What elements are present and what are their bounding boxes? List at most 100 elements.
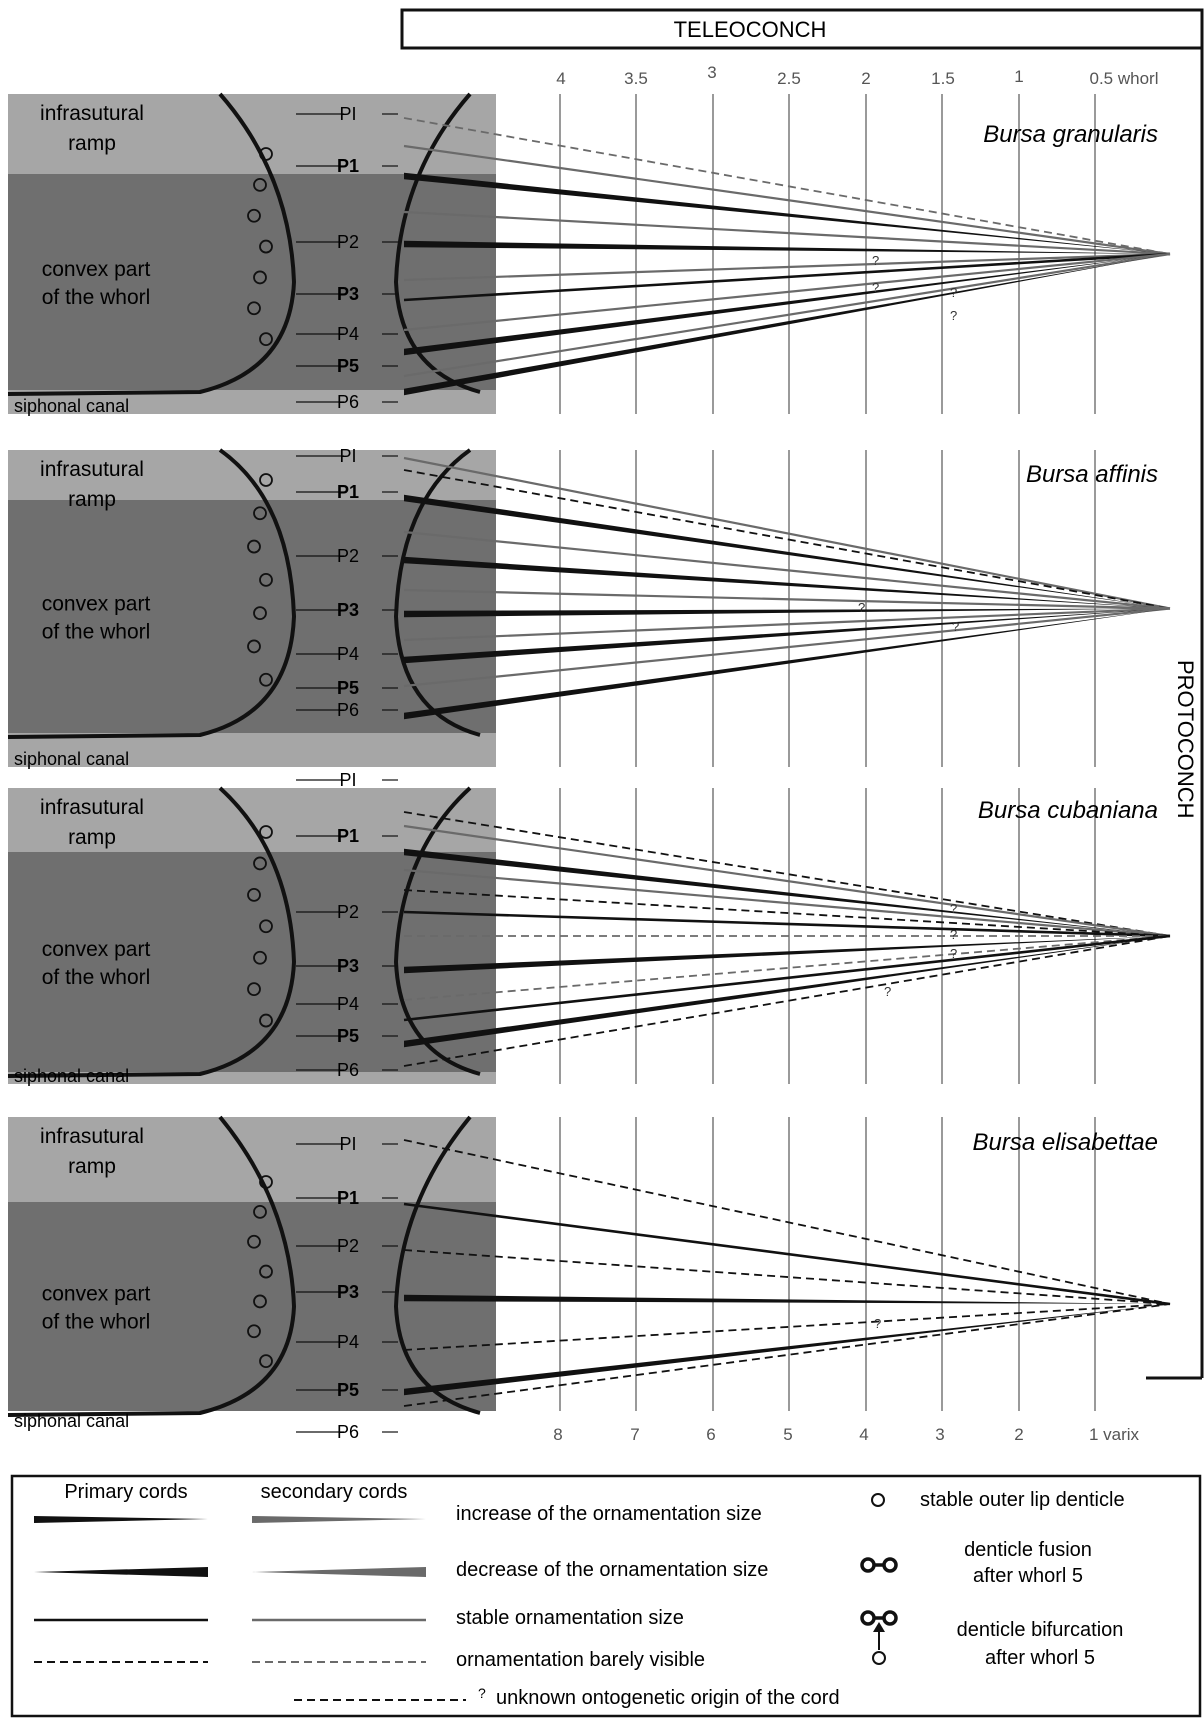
- legend-secondary-increase-wedge: [252, 1516, 426, 1523]
- secondary-cord-dashed: [403, 935, 1171, 1001]
- cord-label-p5: P5: [337, 1026, 359, 1046]
- primary-cord: [404, 254, 1170, 356]
- legend-bifurcation-line2: after whorl 5: [985, 1647, 1095, 1669]
- outer-lip-denticle: [259, 147, 273, 161]
- outer-lip-denticle: [259, 1264, 273, 1279]
- outer-lip-denticle: [247, 982, 261, 997]
- whorl-axis: 4 3.5 3 2.5 2 1.5 1 0.5 whorl: [556, 63, 1158, 88]
- ramp-label-line2: ramp: [68, 826, 116, 849]
- secondary-cord: [403, 530, 1171, 610]
- cord-label-pi: PI: [339, 104, 356, 124]
- unknown-origin-mark: ?: [950, 308, 957, 323]
- unknown-origin-mark: ?: [874, 1316, 881, 1331]
- outer-lip-denticle: [247, 539, 261, 554]
- outer-lip-denticle: [253, 506, 267, 521]
- primary-cord: [403, 934, 1171, 1022]
- unknown-origin-mark: ?: [952, 619, 959, 634]
- secondary-cord: [403, 252, 1171, 332]
- cord-label-p2: P2: [337, 902, 359, 922]
- outer-lip-denticle: [253, 856, 267, 871]
- cord-label-p3: P3: [337, 284, 359, 304]
- outer-lip-denticle: [259, 825, 273, 839]
- secondary-cord: [403, 252, 1171, 378]
- primary-cord: [404, 494, 1170, 609]
- species-panel: infrasutural ramp convex part of the whorl s…: [7, 770, 1171, 1086]
- unknown-origin-mark: ?: [950, 927, 957, 942]
- cord-label-p2: P2: [337, 546, 359, 566]
- legend-primary-decrease-wedge: [34, 1567, 208, 1577]
- primary-cord-dashed: [403, 1139, 1171, 1305]
- outer-lip-denticle: [253, 606, 267, 621]
- secondary-cord: [403, 210, 1171, 256]
- varix-tick-6: 6: [706, 1425, 715, 1444]
- varix-tick-7: 7: [630, 1425, 639, 1444]
- legend-stable-text: stable ornamentation size: [456, 1607, 684, 1629]
- outer-lip-denticle: [247, 887, 261, 902]
- species-name: Bursa affinis: [1026, 461, 1158, 488]
- unknown-origin-mark: ?: [950, 946, 957, 961]
- ramp-label-line2: ramp: [68, 488, 116, 511]
- primary-cord: [404, 1294, 1170, 1304]
- varix-axis: 8 7 6 5 4 3 2 1 varix: [553, 1425, 1139, 1444]
- legend-box: [10, 1474, 1202, 1718]
- secondary-cord: [403, 588, 1171, 610]
- outer-lip-denticle: [253, 950, 267, 965]
- legend: Primary cords secondary cords increase o…: [10, 1474, 1202, 1718]
- cord-label-p3: P3: [337, 1282, 359, 1302]
- primary-cord: [404, 848, 1170, 936]
- primary-cord-dashed: [403, 811, 1171, 937]
- cord-label-p3: P3: [337, 956, 359, 976]
- convex-label-line1: convex part: [42, 593, 151, 616]
- legend-secondary-title: secondary cords: [261, 1481, 408, 1503]
- primary-cord: [403, 1202, 1171, 1306]
- convex-label-line2: of the whorl: [42, 1311, 151, 1334]
- whorl-tick-0-5: 0.5 whorl: [1090, 69, 1159, 88]
- varix-tick-3: 3: [935, 1425, 944, 1444]
- infrasutural-ramp-band: [8, 788, 496, 852]
- cord-label-p1: P1: [337, 482, 359, 502]
- siphonal-canal-label: siphonal canal: [14, 1411, 129, 1431]
- siphonal-canal-label: siphonal canal: [14, 1066, 129, 1086]
- legend-primary-increase-wedge: [34, 1516, 208, 1523]
- cord-label-p5: P5: [337, 356, 359, 376]
- cord-label-p1: P1: [337, 1188, 359, 1208]
- cord-label-pi: PI: [339, 446, 356, 466]
- species-name: Bursa elisabettae: [973, 1129, 1158, 1156]
- primary-cord: [404, 1304, 1170, 1396]
- convex-label-line2: of the whorl: [42, 286, 151, 309]
- cord-label-p4: P4: [337, 644, 359, 664]
- convex-label-line1: convex part: [42, 1283, 151, 1306]
- species-panel: infrasutural ramp convex part of the whorl s…: [7, 446, 1171, 769]
- species-name: Bursa granularis: [983, 121, 1158, 148]
- convex-label-line2: of the whorl: [42, 621, 151, 644]
- cord-label-p5: P5: [337, 1380, 359, 1400]
- outer-lip-denticle: [247, 639, 261, 654]
- primary-cord: [404, 936, 1170, 1048]
- legend-stable-denticle-text: stable outer lip denticle: [920, 1489, 1125, 1511]
- cord-label-p5: P5: [337, 678, 359, 698]
- unknown-origin-mark: ?: [950, 901, 957, 916]
- legend-fusion-line1: denticle fusion: [964, 1539, 1092, 1561]
- primary-cord: [404, 254, 1170, 396]
- unknown-origin-mark: ?: [884, 984, 891, 999]
- primary-cord-dashed: [403, 1303, 1171, 1351]
- whorl-tick-3-5: 3.5: [624, 69, 648, 88]
- cord-label-p4: P4: [337, 994, 359, 1014]
- legend-fusion-line2: after whorl 5: [973, 1565, 1083, 1587]
- secondary-cord: [403, 607, 1171, 642]
- convex-label-line1: convex part: [42, 258, 151, 281]
- primary-cord: [404, 608, 1170, 618]
- whorl-tick-4: 4: [556, 69, 565, 88]
- unknown-origin-mark: ?: [950, 285, 957, 300]
- secondary-cord: [403, 607, 1171, 688]
- legend-bifurcation-line1: denticle bifurcation: [957, 1619, 1124, 1641]
- secondary-cord: [403, 252, 1171, 282]
- protoconch-bracket: [1146, 46, 1204, 1380]
- primary-cord: [404, 172, 1170, 254]
- varix-tick-2: 2: [1014, 1425, 1023, 1444]
- outer-lip-denticle: [259, 919, 273, 934]
- teleoconch-label: TELEOCONCH: [674, 17, 827, 42]
- primary-cord: [403, 910, 1171, 938]
- cord-label-p1: P1: [337, 826, 359, 846]
- cord-label-p6: P6: [337, 392, 359, 412]
